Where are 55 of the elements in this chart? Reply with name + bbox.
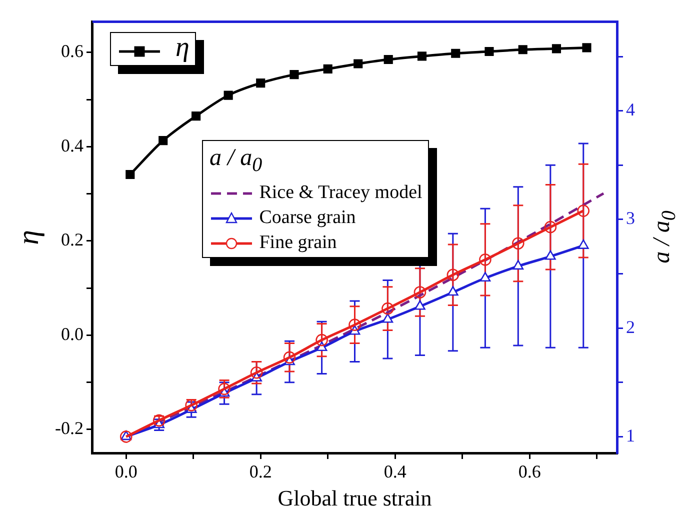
- point: [448, 286, 458, 296]
- point: [414, 286, 426, 298]
- point: [348, 318, 361, 331]
- point: [354, 59, 363, 68]
- point: [578, 239, 589, 249]
- point: [518, 45, 528, 54]
- point: [120, 430, 132, 443]
- x-axis-title: Global true strain: [278, 486, 432, 511]
- point: [544, 220, 557, 234]
- point: [126, 170, 135, 180]
- legend-label: η: [174, 32, 190, 63]
- point: [512, 237, 524, 250]
- y-tick-label: 0.2: [60, 230, 84, 250]
- point: [283, 351, 296, 364]
- point: [552, 44, 562, 54]
- x-tick-label: 0.4: [384, 462, 406, 482]
- point: [451, 48, 460, 58]
- y-tick-label: 0.0: [60, 324, 84, 344]
- x-tick-label: 0.2: [249, 462, 272, 482]
- y2-tick-label: 2: [626, 316, 635, 337]
- point: [582, 43, 592, 52]
- y2-tick-label: 4: [626, 100, 635, 120]
- legend-title: a / a$_{0}$: [209, 144, 264, 178]
- legend-label: Coarse grain: [258, 206, 356, 228]
- point: [323, 64, 332, 74]
- point: [316, 334, 328, 346]
- point: [158, 136, 168, 146]
- point: [414, 300, 426, 310]
- y-tick-label: 0.6: [60, 41, 84, 62]
- point: [417, 52, 427, 61]
- point: [512, 260, 524, 270]
- y-tick-label: -0.2: [54, 418, 84, 438]
- point: [480, 272, 491, 282]
- point: [218, 382, 230, 396]
- point: [382, 313, 394, 323]
- legend-label: Rice & Tracey model: [258, 182, 422, 203]
- point: [192, 112, 201, 121]
- point: [250, 366, 263, 379]
- point: [446, 268, 460, 282]
- point: [577, 204, 590, 217]
- legend-label: Fine grain: [258, 232, 337, 253]
- y2-tick-label: 1: [626, 425, 635, 446]
- point: [545, 250, 556, 260]
- point: [384, 54, 393, 64]
- point: [382, 302, 394, 315]
- y2-tick-label: 3: [626, 208, 635, 228]
- x-tick-label: 0.6: [518, 462, 541, 482]
- y-tick-label: 0.4: [60, 135, 84, 156]
- point: [256, 78, 266, 88]
- point: [484, 46, 494, 56]
- point: [290, 70, 299, 80]
- point: [224, 90, 233, 100]
- y-axis-title: η: [12, 230, 45, 245]
- x-tick-label: 0.0: [114, 462, 138, 482]
- point: [479, 254, 492, 266]
